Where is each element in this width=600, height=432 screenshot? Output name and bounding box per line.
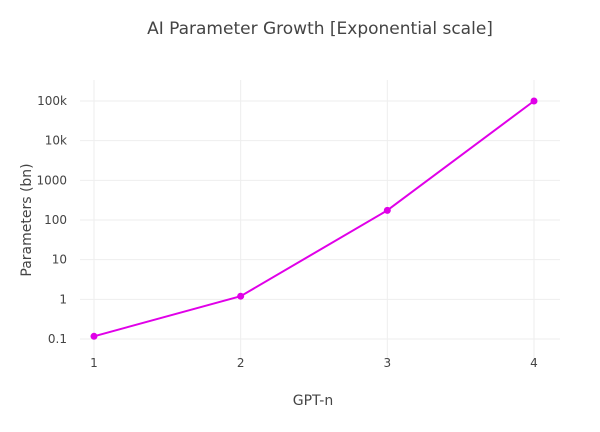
- data-point[interactable]: [383, 206, 391, 214]
- data-point[interactable]: [530, 97, 538, 105]
- y-tick-label: 100k: [37, 94, 67, 108]
- chart-title: AI Parameter Growth [Exponential scale]: [147, 19, 493, 39]
- data-point[interactable]: [237, 292, 245, 300]
- y-tick-label: 1: [59, 292, 67, 306]
- data-point[interactable]: [90, 332, 98, 340]
- y-axis-ticks: 0.1 1 10 100 1000 10k 100k: [36, 94, 67, 346]
- series-group: [90, 97, 538, 340]
- x-tick-label: 3: [384, 356, 392, 370]
- x-axis-label: GPT-n: [293, 393, 333, 409]
- x-tick-label: 2: [237, 356, 245, 370]
- x-tick-label: 4: [530, 356, 538, 370]
- grid: [80, 80, 560, 360]
- x-axis-ticks: 1 2 3 4: [90, 356, 538, 370]
- x-tick-label: 1: [90, 356, 98, 370]
- y-tick-label: 10: [52, 253, 67, 267]
- y-tick-label: 1000: [36, 173, 67, 187]
- series-line: [93, 100, 535, 338]
- y-tick-label: 100: [44, 213, 67, 227]
- y-axis-label: Parameters (bn): [19, 163, 35, 276]
- y-tick-label: 10k: [45, 134, 67, 148]
- y-tick-label: 0.1: [48, 332, 67, 346]
